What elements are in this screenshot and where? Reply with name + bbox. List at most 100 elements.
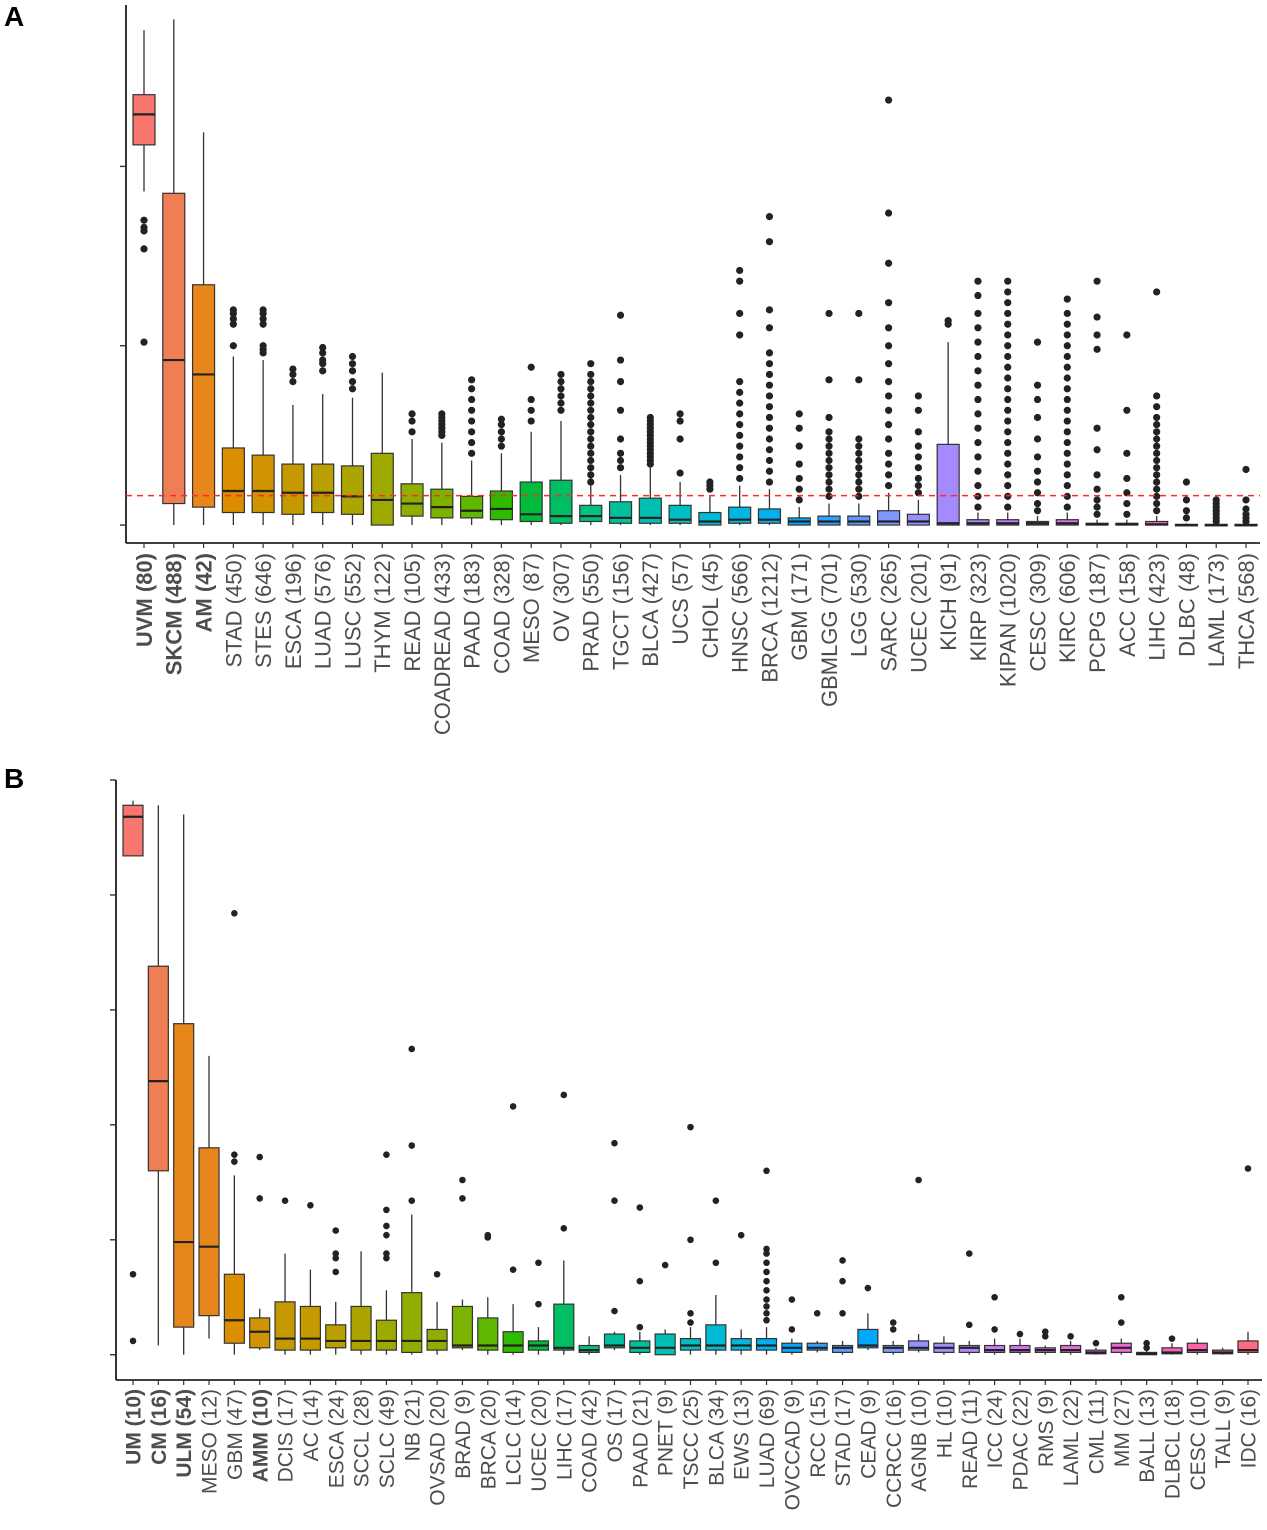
outlier-point: [884, 209, 893, 217]
outlier-point: [974, 291, 982, 300]
outlier-point: [855, 442, 863, 450]
outlier-point: [1093, 485, 1101, 493]
outlier-point: [348, 360, 357, 368]
panel-b-category-label: AC (14): [300, 1389, 323, 1461]
outlier-point: [736, 410, 744, 418]
outlier-point: [712, 1259, 720, 1267]
outlier-point: [914, 489, 922, 497]
outlier-point: [256, 1153, 264, 1161]
outlier-point: [991, 1326, 998, 1333]
outlier-point: [1004, 417, 1012, 425]
outlier-point: [884, 460, 893, 468]
box-body: [198, 1147, 220, 1317]
outlier-point: [348, 378, 357, 386]
panel-a-category-label: PAAD (183): [460, 553, 485, 669]
outlier-point: [587, 360, 595, 368]
outlier-point: [676, 417, 684, 425]
outlier-point: [1004, 395, 1012, 404]
outlier-point: [765, 370, 774, 379]
panel-a-category-label: ESCA (196): [281, 553, 306, 669]
outlier-point: [616, 356, 625, 364]
panel-b-box-19: [603, 1139, 626, 1351]
panel-b-box-1: [147, 805, 169, 1346]
outlier-point: [1244, 1165, 1252, 1172]
outlier-point: [737, 1231, 745, 1239]
box-body: [936, 443, 960, 526]
outlier-point: [1033, 338, 1042, 346]
outlier-point: [795, 485, 803, 493]
panel-b-box-6: [274, 1197, 296, 1355]
outlier-point: [825, 471, 833, 479]
outlier-point: [813, 1310, 821, 1317]
panel-b-box-16: [527, 1259, 550, 1355]
box-body: [679, 1338, 702, 1351]
outlier-point: [1123, 499, 1131, 508]
box-body: [757, 508, 782, 524]
outlier-point: [765, 478, 774, 486]
panel-b-box-0: [122, 800, 144, 1345]
box-body: [460, 495, 484, 519]
panel-b-category-label: SCCL (28): [351, 1389, 374, 1487]
outlier-point: [587, 478, 595, 486]
panel-a-category-label: MESO (87): [519, 553, 544, 663]
panel-a-category-label: PCPG (187): [1085, 553, 1110, 673]
outlier-point: [408, 1045, 416, 1053]
outlier-point: [348, 385, 357, 393]
panel-a-category-label: STAD (450): [221, 553, 246, 668]
box-body: [857, 1328, 879, 1349]
outlier-point: [676, 410, 684, 418]
outlier-point: [884, 259, 893, 267]
outlier-point: [661, 1261, 669, 1269]
outlier-point: [587, 442, 595, 450]
outlier-point: [765, 213, 774, 221]
outlier-point: [468, 449, 476, 457]
box-body: [629, 1340, 651, 1354]
outlier-point: [1092, 1339, 1100, 1347]
panel-b-box-8: [325, 1227, 347, 1355]
outlier-point: [736, 266, 744, 275]
panel-a-category-label: CESC (309): [1025, 553, 1050, 672]
panel-b-category-label: ICC (24): [984, 1389, 1007, 1468]
box-body: [1186, 1342, 1208, 1354]
outlier-point: [509, 1266, 517, 1273]
outlier-point: [736, 474, 744, 483]
outlier-point: [825, 449, 833, 457]
panel-b-category-label: PNET (9): [655, 1389, 678, 1476]
outlier-point: [1063, 320, 1071, 328]
panel-a-box-25: [876, 96, 901, 526]
outlier-point: [1093, 496, 1101, 504]
panel-b-box-9: [350, 1251, 372, 1355]
panel-b-box-3: [198, 1055, 220, 1339]
outlier-point: [855, 485, 863, 493]
panel-b-category-label: LIHC (17): [553, 1389, 576, 1480]
outlier-point: [140, 338, 148, 346]
outlier-point: [1063, 449, 1071, 457]
outlier-point: [1004, 406, 1012, 414]
outlier-point: [1033, 453, 1042, 461]
panel-a-category-label: UVM (80): [132, 553, 157, 647]
panel-b-category-label: OS (17): [604, 1389, 627, 1463]
panel-a-category-label: LGG (530): [847, 553, 872, 657]
outlier-point: [557, 385, 565, 393]
outlier-point: [884, 299, 893, 307]
panel-a-box-4: [251, 306, 275, 526]
panel-a-box-19: [698, 478, 722, 526]
outlier-point: [527, 363, 535, 371]
outlier-point: [765, 413, 774, 422]
outlier-point: [1041, 1333, 1049, 1340]
panel-a-category-label: LUSC (552): [340, 553, 365, 669]
outlier-point: [557, 378, 565, 386]
box-body: [426, 1328, 448, 1351]
box-body: [728, 506, 752, 524]
outlier-point: [974, 482, 982, 490]
outlier-point: [1067, 1333, 1074, 1340]
outlier-point: [1212, 496, 1220, 504]
outlier-point: [408, 428, 416, 436]
panel-a-category-label: UCEC (201): [906, 553, 931, 673]
outlier-point: [974, 277, 982, 285]
panel-b-box-40: [1136, 1339, 1158, 1356]
outlier-point: [497, 421, 506, 429]
outlier-point: [763, 1167, 770, 1175]
outlier-point: [459, 1195, 466, 1202]
panel-b-category-label: MM (27): [1111, 1389, 1134, 1467]
